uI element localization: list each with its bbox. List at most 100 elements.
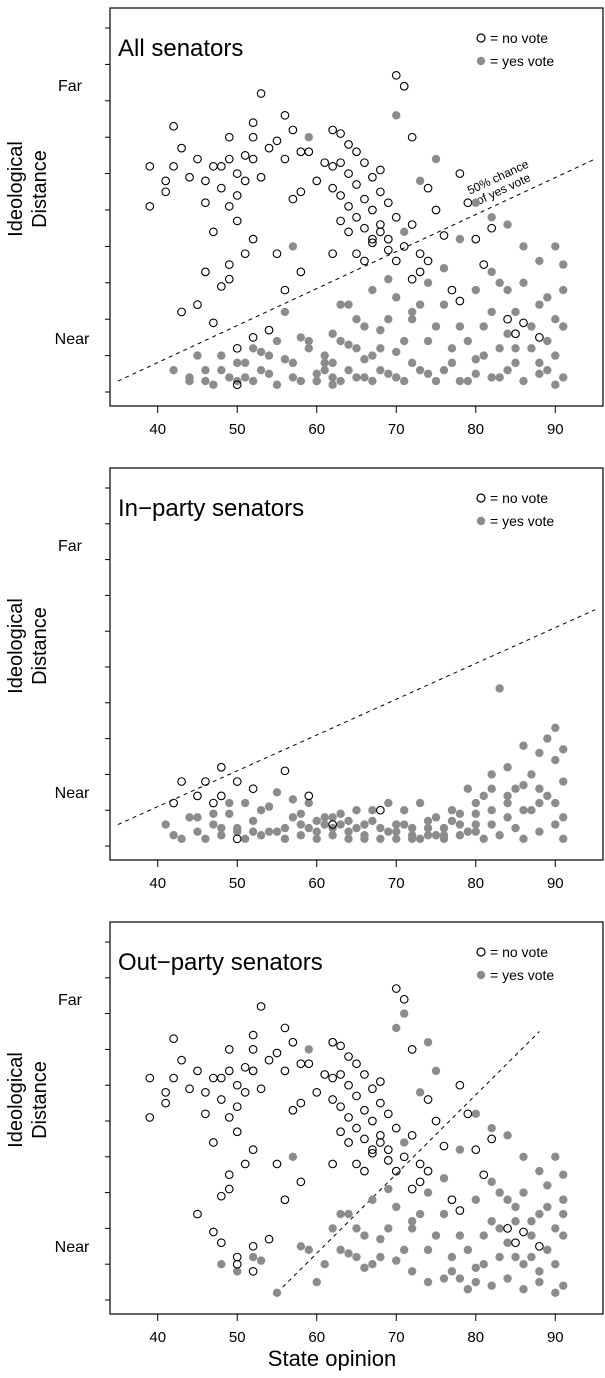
yes-vote-point bbox=[455, 1231, 465, 1240]
panel-2: 40 50 60 70 80 90 Far Near Ideological Distance In… bbox=[5, 467, 604, 892]
yes-vote-point bbox=[392, 1202, 401, 1212]
no-vote-point bbox=[360, 1070, 369, 1079]
yes-vote-point bbox=[439, 831, 449, 840]
no-vote-point bbox=[248, 1030, 258, 1040]
yes-vote-point bbox=[551, 351, 560, 360]
no-vote-point bbox=[264, 1234, 274, 1244]
yes-vote-point bbox=[240, 373, 250, 382]
no-vote-point bbox=[407, 1184, 417, 1194]
yes-vote-point bbox=[336, 300, 345, 309]
yes-vote-point bbox=[495, 278, 504, 287]
yes-vote-point bbox=[423, 278, 433, 287]
yes-vote-point bbox=[352, 1252, 361, 1262]
yes-vote-point bbox=[487, 784, 496, 793]
no-vote-point bbox=[288, 194, 298, 204]
no-vote-point bbox=[336, 158, 345, 168]
x-axis-title: State opinion bbox=[268, 1346, 396, 1371]
yes-vote-point bbox=[304, 1045, 313, 1054]
no-vote-point bbox=[463, 1109, 473, 1119]
yes-vote-point bbox=[527, 1252, 536, 1262]
yes-vote-point bbox=[392, 820, 401, 829]
yes-vote-point bbox=[519, 806, 528, 815]
yes-vote-point bbox=[368, 351, 377, 360]
yes-vote-point bbox=[336, 376, 345, 386]
yes-vote-point bbox=[296, 333, 306, 342]
yes-vote-point bbox=[463, 827, 473, 836]
yes-vote-point bbox=[233, 1267, 242, 1276]
no-vote-point bbox=[407, 132, 417, 142]
no-vote-point bbox=[352, 1123, 361, 1133]
no-vote-point bbox=[344, 1138, 353, 1147]
no-vote-point bbox=[519, 318, 528, 328]
x-tick-label: 70 bbox=[388, 421, 405, 438]
no-vote-point bbox=[407, 220, 417, 229]
yes-vote-point bbox=[336, 809, 345, 818]
yes-vote-point bbox=[392, 1023, 401, 1033]
no-vote-point bbox=[201, 198, 210, 208]
y-axis-title-line: Ideological bbox=[5, 1052, 27, 1148]
yes-vote-point bbox=[384, 274, 393, 284]
no-vote-point bbox=[280, 111, 290, 120]
no-vote-point bbox=[264, 1055, 274, 1065]
yes-vote-point bbox=[559, 373, 568, 382]
yes-vote-point bbox=[479, 351, 488, 360]
yes-vote-point bbox=[487, 1177, 496, 1187]
yes-vote-point bbox=[559, 1209, 568, 1219]
yes-vote-point bbox=[304, 336, 313, 346]
no-vote-point bbox=[376, 1138, 385, 1147]
no-vote-point bbox=[272, 1048, 282, 1058]
no-vote-point bbox=[368, 1145, 377, 1154]
yes-vote-point bbox=[423, 1038, 433, 1047]
panel-3: 40 50 60 70 80 90 Far Near Ideological Distance Ou… bbox=[5, 921, 604, 1346]
yes-vote-point bbox=[217, 831, 226, 840]
yes-vote-point bbox=[400, 806, 409, 815]
no-vote-point bbox=[209, 1138, 218, 1147]
no-vote-point bbox=[360, 1105, 369, 1115]
no-vote-point bbox=[368, 1116, 377, 1126]
yes-vote-point bbox=[519, 1285, 528, 1294]
no-vote-point bbox=[519, 1227, 528, 1237]
no-vote-point bbox=[145, 161, 155, 171]
yes-vote-point bbox=[368, 1260, 377, 1269]
yes-vote-point bbox=[225, 798, 234, 808]
yes-vote-point bbox=[304, 823, 313, 833]
no-vote-point bbox=[344, 227, 353, 237]
yes-vote-point bbox=[352, 373, 361, 382]
yes-vote-point bbox=[415, 798, 425, 808]
x-tick-label: 90 bbox=[547, 1329, 564, 1346]
no-vote-point bbox=[201, 1109, 210, 1119]
yes-vote-point bbox=[463, 376, 473, 386]
yes-vote-point bbox=[360, 322, 369, 331]
yes-vote-point bbox=[479, 322, 488, 331]
no-vote-point bbox=[439, 231, 449, 240]
yes-vote-point bbox=[368, 376, 377, 386]
yes-vote-point bbox=[511, 358, 520, 368]
yes-vote-point bbox=[392, 1256, 401, 1265]
no-vote-point bbox=[216, 1238, 226, 1248]
yes-vote-point bbox=[280, 307, 290, 317]
yes-vote-point bbox=[495, 344, 504, 353]
yes-vote-point bbox=[527, 344, 536, 353]
no-vote-point bbox=[224, 202, 234, 211]
no-vote-point bbox=[145, 1113, 155, 1122]
yes-vote-point bbox=[455, 820, 465, 829]
no-vote-point bbox=[368, 172, 377, 182]
no-vote-point bbox=[487, 223, 497, 233]
yes-vote-point bbox=[503, 813, 512, 822]
yes-vote-point bbox=[463, 784, 473, 793]
yes-vote-point bbox=[479, 791, 488, 801]
yes-vote-point bbox=[169, 831, 178, 840]
yes-vote-point bbox=[415, 176, 425, 186]
no-vote-point bbox=[280, 1195, 290, 1205]
yes-vote-point bbox=[423, 1188, 433, 1197]
yes-vote-point bbox=[439, 300, 449, 309]
yes-vote-point bbox=[344, 816, 353, 826]
yes-vote-point bbox=[360, 355, 369, 364]
yes-vote-point bbox=[471, 809, 480, 818]
yes-vote-point bbox=[312, 369, 321, 378]
yes-vote-point bbox=[352, 344, 361, 353]
yes-vote-point bbox=[256, 831, 266, 840]
no-vote-point bbox=[415, 267, 425, 277]
no-vote-point bbox=[328, 1073, 337, 1083]
no-vote-point bbox=[344, 1113, 353, 1122]
